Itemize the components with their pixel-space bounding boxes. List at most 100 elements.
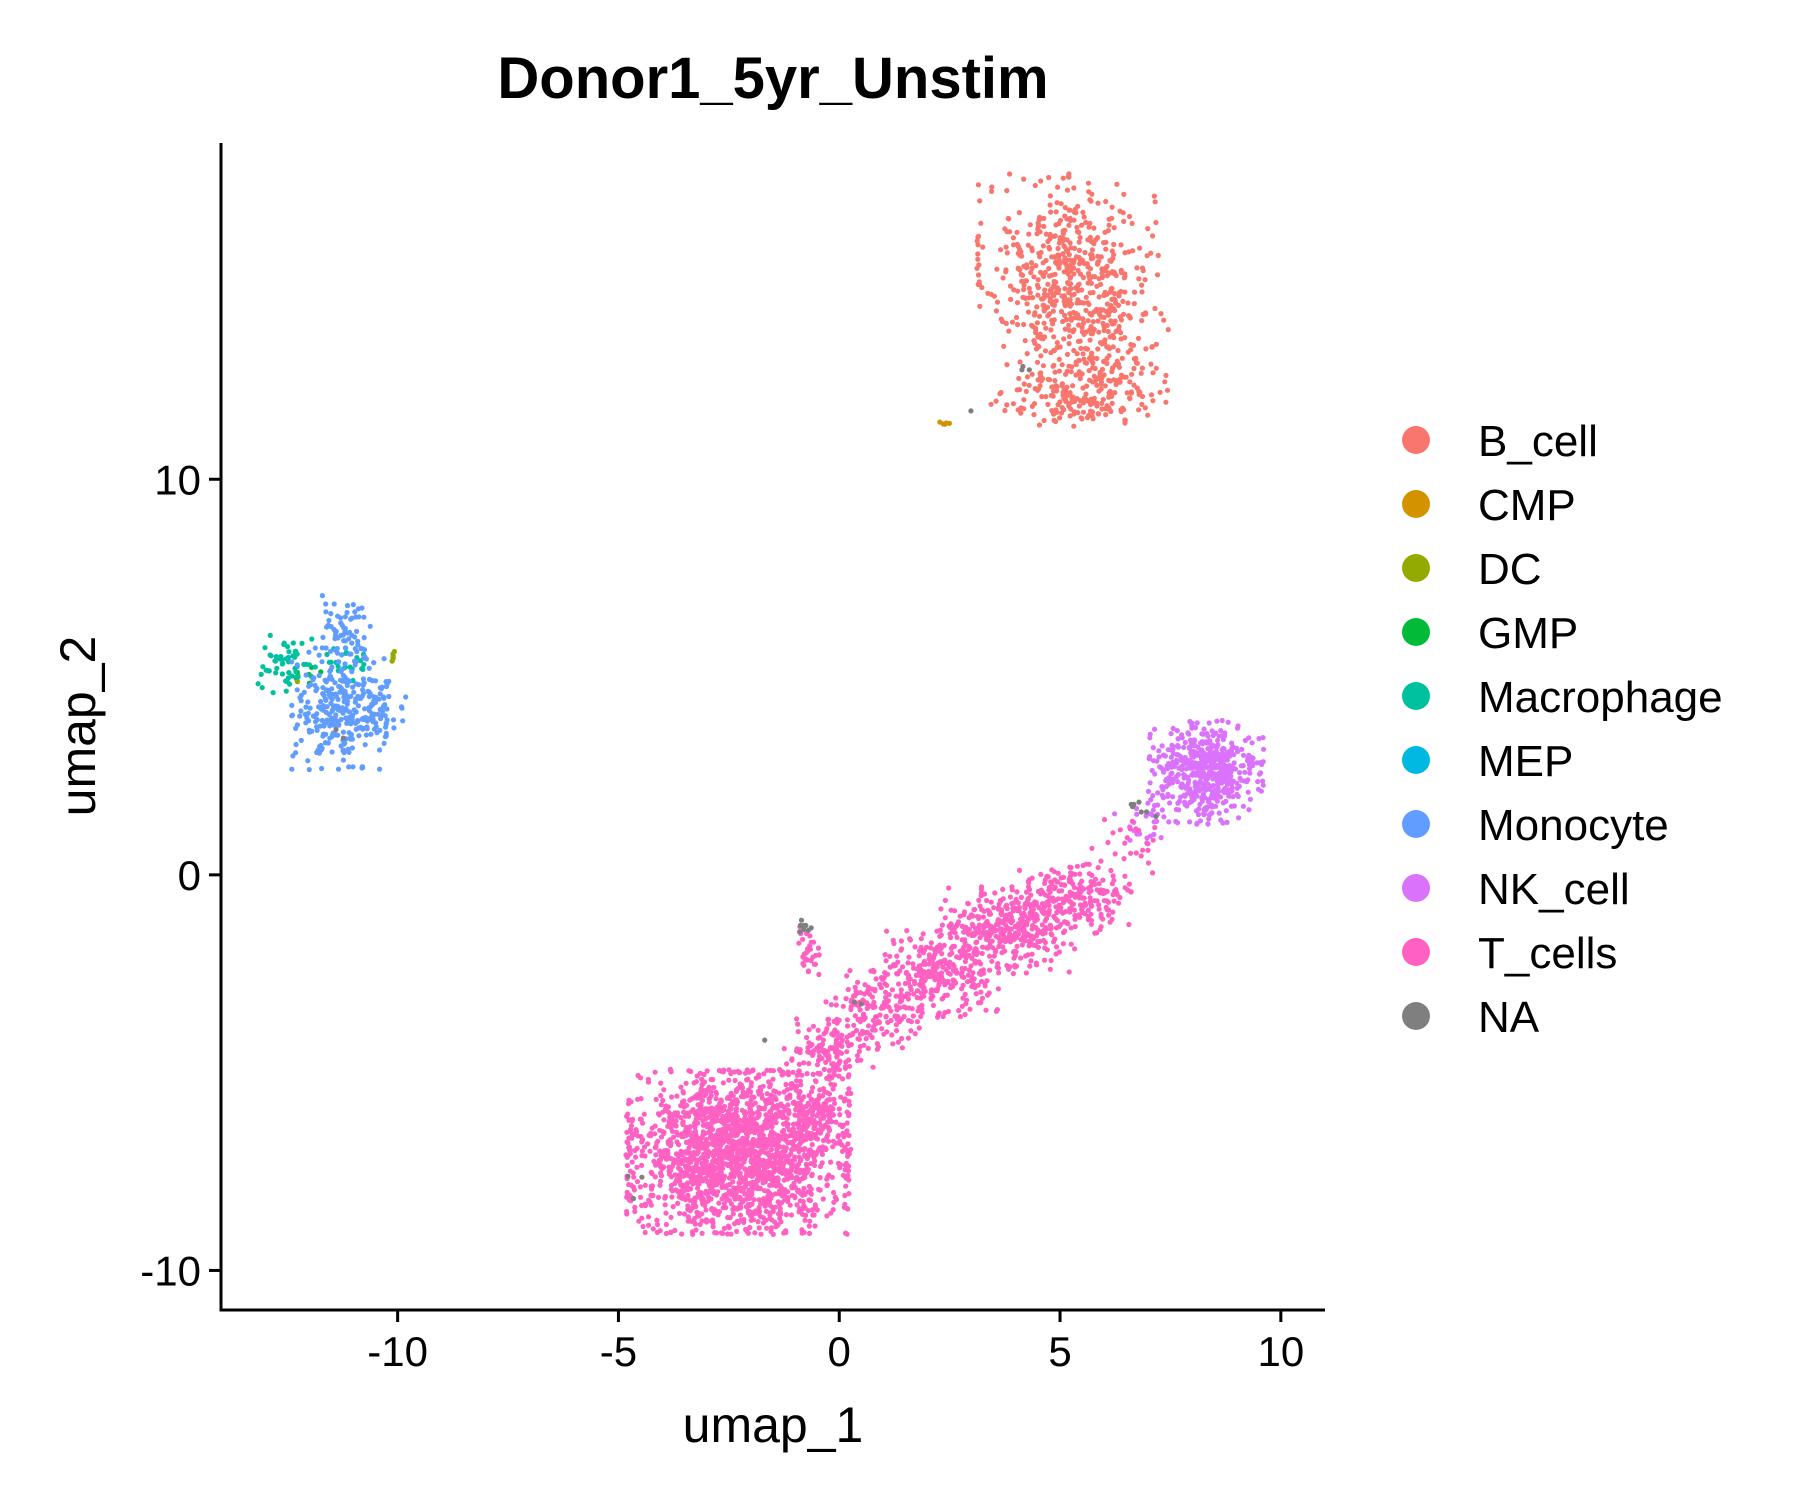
data-point xyxy=(1077,271,1084,277)
data-point xyxy=(996,943,1002,950)
data-point xyxy=(1159,743,1165,749)
data-point xyxy=(322,677,328,683)
data-point xyxy=(888,1017,894,1024)
data-point xyxy=(716,1200,722,1206)
data-point xyxy=(658,1173,665,1179)
data-point xyxy=(1054,944,1060,950)
data-point xyxy=(1009,319,1016,325)
data-point xyxy=(343,696,349,702)
data-point xyxy=(1223,778,1229,784)
data-point xyxy=(828,1081,834,1087)
data-point xyxy=(817,1120,823,1126)
data-point xyxy=(689,1229,695,1235)
data-point xyxy=(293,741,299,748)
data-point xyxy=(657,1182,663,1188)
data-point xyxy=(1048,392,1054,399)
data-point xyxy=(1038,335,1044,341)
data-point xyxy=(1188,750,1194,756)
data-point xyxy=(1183,766,1189,772)
data-point xyxy=(806,1230,813,1236)
data-point xyxy=(381,656,387,662)
data-point xyxy=(1007,283,1014,289)
data-point xyxy=(830,1138,836,1144)
data-point xyxy=(797,1111,803,1117)
data-point xyxy=(799,1227,805,1233)
data-point xyxy=(319,593,325,599)
data-point xyxy=(800,1189,806,1195)
data-point xyxy=(639,1148,645,1154)
data-point xyxy=(793,1084,799,1091)
data-point xyxy=(1218,773,1224,779)
data-point xyxy=(703,1188,709,1194)
data-point xyxy=(729,1165,735,1171)
data-point xyxy=(629,1130,635,1136)
data-point xyxy=(1105,328,1111,335)
data-point xyxy=(732,1119,738,1125)
data-point xyxy=(882,981,888,987)
data-point xyxy=(937,933,943,939)
data-point xyxy=(840,1130,846,1137)
data-point xyxy=(632,1204,638,1210)
data-point xyxy=(679,1231,685,1237)
data-point xyxy=(967,1006,973,1012)
data-point xyxy=(818,1128,824,1134)
data-point xyxy=(728,1106,734,1112)
data-point xyxy=(327,694,333,700)
data-point xyxy=(738,1156,744,1162)
data-point xyxy=(340,666,346,672)
data-point xyxy=(943,960,949,967)
data-point xyxy=(1187,737,1194,743)
data-point xyxy=(945,970,951,976)
data-point xyxy=(348,731,354,738)
data-point xyxy=(280,660,286,666)
data-point xyxy=(332,691,339,697)
data-point xyxy=(905,1035,912,1041)
data-point xyxy=(908,1028,914,1034)
data-point xyxy=(1076,403,1082,409)
data-point xyxy=(722,1132,728,1138)
data-point xyxy=(1045,238,1051,245)
data-point xyxy=(1166,819,1172,825)
data-point xyxy=(1163,399,1169,405)
data-point xyxy=(1043,394,1049,400)
data-point xyxy=(289,673,295,679)
data-point xyxy=(1073,372,1079,378)
data-point xyxy=(776,1111,782,1117)
data-point xyxy=(1203,787,1209,793)
data-point xyxy=(319,659,325,665)
data-point xyxy=(668,1214,674,1220)
data-point xyxy=(1112,307,1118,314)
data-point xyxy=(763,1099,769,1105)
data-point xyxy=(344,720,350,726)
data-point xyxy=(1074,300,1080,306)
data-point xyxy=(1071,185,1077,191)
data-point xyxy=(1058,201,1064,207)
data-point xyxy=(654,1221,661,1228)
data-point xyxy=(795,1072,801,1078)
data-point xyxy=(648,1133,654,1139)
data-point xyxy=(897,1017,903,1023)
data-point xyxy=(1155,790,1161,796)
data-point xyxy=(1205,821,1211,827)
data-point xyxy=(917,982,923,988)
data-point xyxy=(690,1179,696,1185)
data-point xyxy=(872,1004,878,1010)
data-point xyxy=(1002,407,1008,414)
data-point xyxy=(707,1130,713,1136)
data-point xyxy=(1043,257,1049,264)
data-point xyxy=(1111,241,1117,248)
data-point xyxy=(1104,291,1110,297)
data-point xyxy=(1083,391,1089,397)
data-point xyxy=(916,1025,922,1031)
data-point xyxy=(1039,901,1045,907)
data-point xyxy=(683,1124,689,1130)
data-point xyxy=(879,1026,885,1032)
data-point xyxy=(1003,267,1009,273)
data-point xyxy=(377,691,383,697)
data-point xyxy=(792,1195,798,1201)
data-point xyxy=(1066,289,1072,296)
data-point xyxy=(1110,255,1116,261)
data-point xyxy=(794,1078,800,1084)
data-point xyxy=(839,1124,845,1130)
data-point xyxy=(981,891,988,897)
